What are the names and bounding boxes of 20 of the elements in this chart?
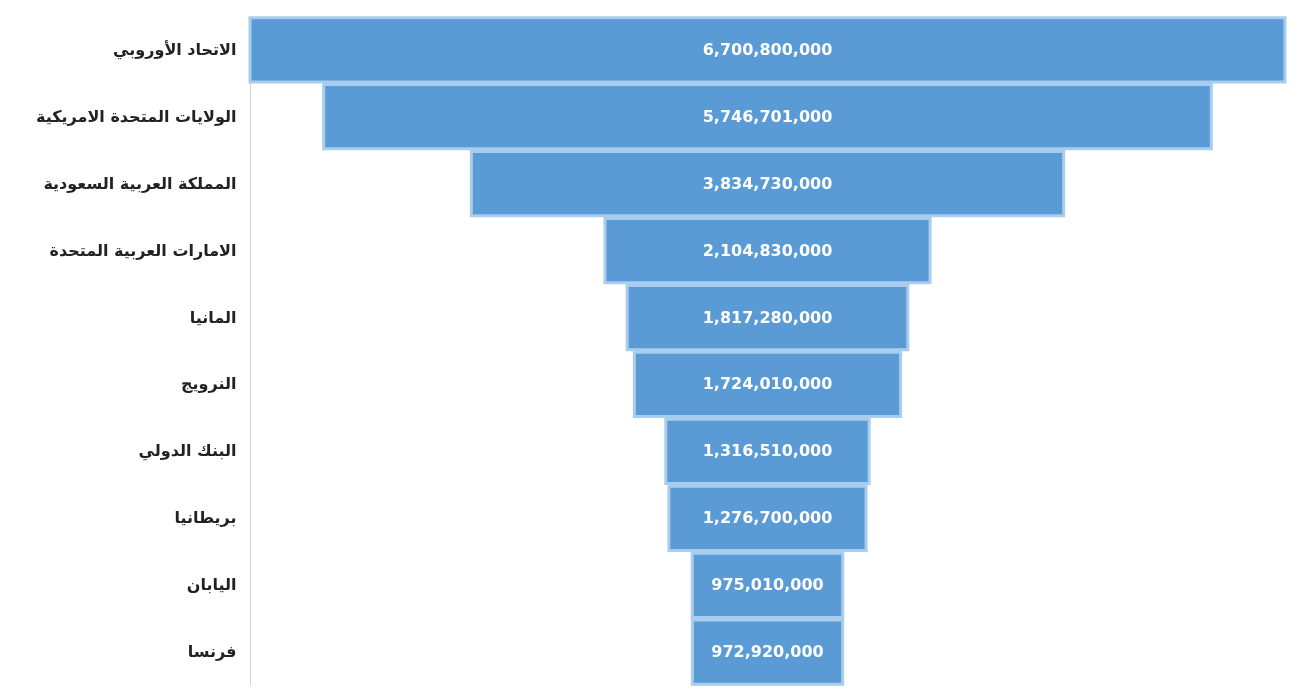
category-label: فرنسا (187, 642, 237, 662)
category-label: النرويج (181, 374, 237, 394)
category-label: الولايات المتحدة الامريكية (36, 106, 237, 126)
data-label: 1,276,700,000 (702, 508, 833, 528)
category-label: المانيا (189, 307, 237, 327)
category-label: بريطانيا (174, 508, 237, 528)
category-label: البنك الدولي (138, 441, 237, 462)
data-label: 6,700,800,000 (702, 39, 833, 59)
data-label: 3,834,730,000 (702, 173, 833, 193)
data-label: 975,010,000 (711, 575, 824, 595)
data-label: 2,104,830,000 (702, 240, 833, 260)
category-label: المملكة العربية السعودية (43, 173, 237, 193)
category-label: اليابان (186, 575, 237, 595)
data-label: 1,724,010,000 (702, 374, 833, 394)
category-label: الاتحاد الأوروبي (113, 39, 237, 60)
data-label: 1,316,510,000 (702, 441, 833, 461)
data-label: 972,920,000 (711, 642, 824, 662)
data-label: 5,746,701,000 (702, 106, 833, 126)
category-label: الامارات العربية المتحدة (49, 240, 237, 260)
data-label: 1,817,280,000 (702, 307, 833, 327)
